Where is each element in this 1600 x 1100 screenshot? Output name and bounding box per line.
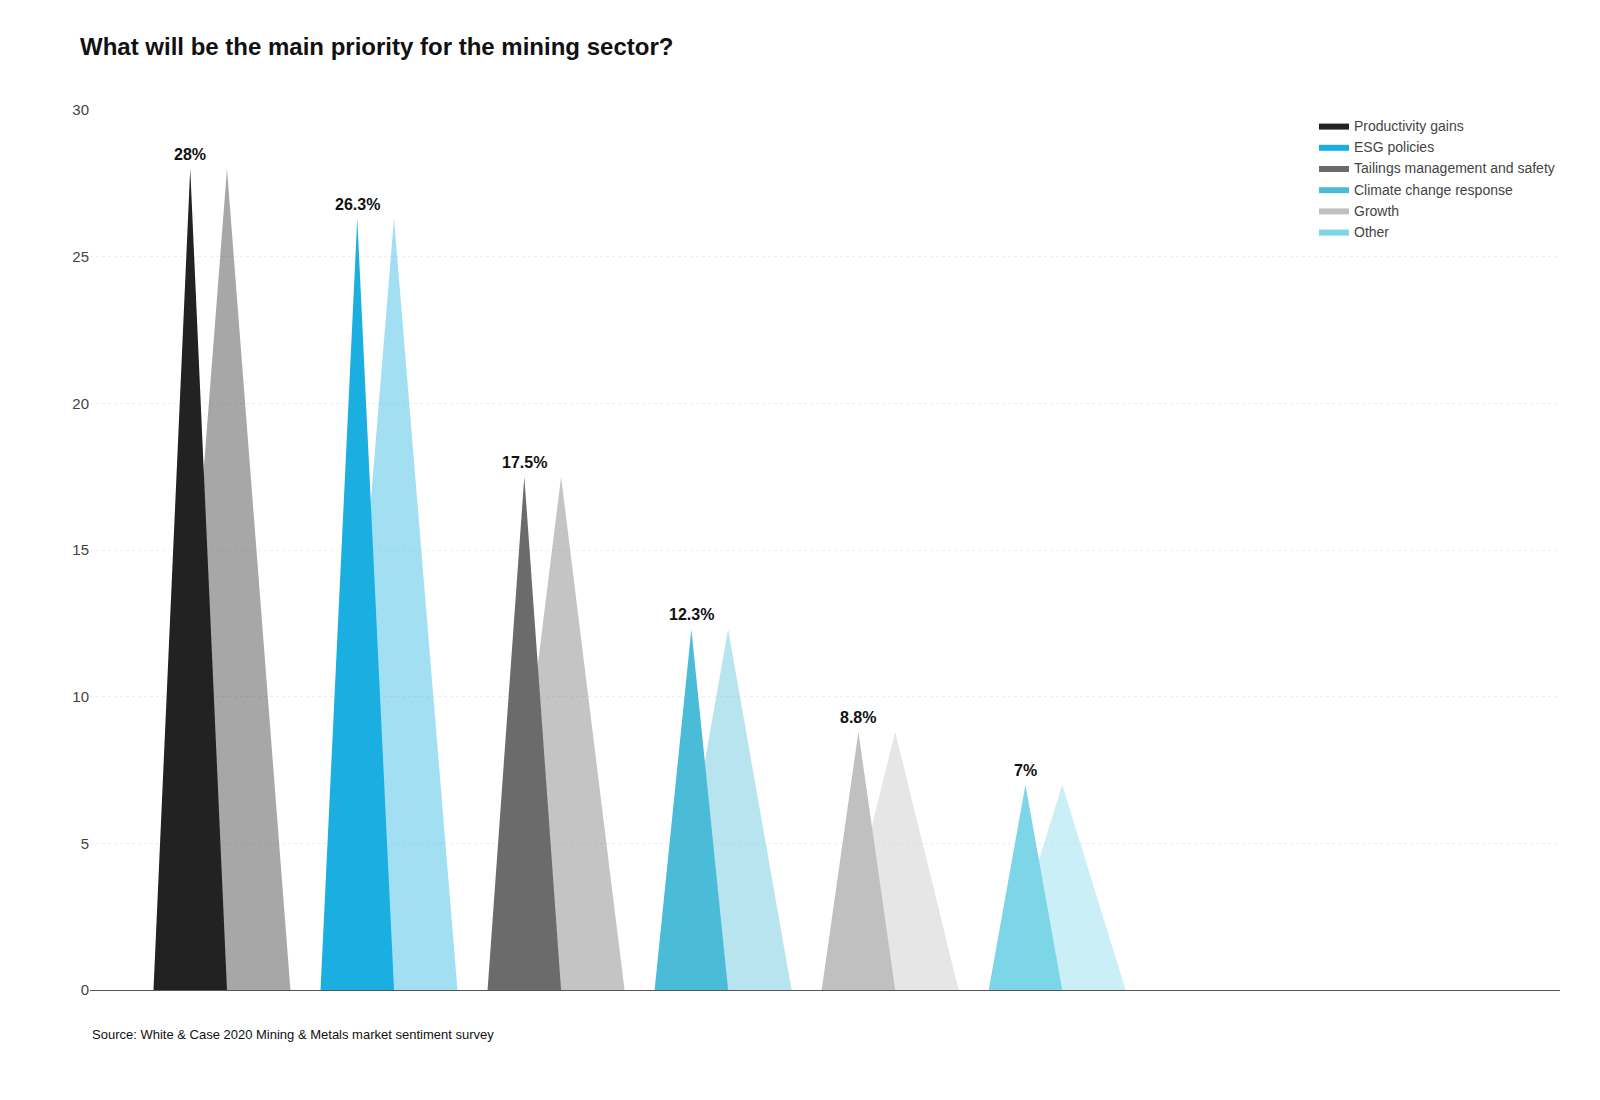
svg-text:30: 30 xyxy=(72,101,89,118)
svg-text:17.5%: 17.5% xyxy=(502,454,547,471)
svg-text:5: 5 xyxy=(81,835,89,852)
svg-text:Tailings management and safety: Tailings management and safety xyxy=(1354,160,1555,176)
svg-text:Source: White & Case 2020 Mini: Source: White & Case 2020 Mining & Metal… xyxy=(92,1027,494,1042)
svg-text:0: 0 xyxy=(81,981,89,998)
svg-text:25: 25 xyxy=(72,248,89,265)
svg-text:12.3%: 12.3% xyxy=(669,606,714,623)
svg-text:15: 15 xyxy=(72,541,89,558)
svg-text:ESG policies: ESG policies xyxy=(1354,139,1434,155)
svg-text:20: 20 xyxy=(72,395,89,412)
svg-text:8.8%: 8.8% xyxy=(840,709,876,726)
svg-text:Climate change response: Climate change response xyxy=(1354,182,1513,198)
svg-text:Growth: Growth xyxy=(1354,203,1399,219)
svg-text:26.3%: 26.3% xyxy=(335,196,380,213)
svg-text:28%: 28% xyxy=(174,146,206,163)
svg-text:10: 10 xyxy=(72,688,89,705)
svg-text:7%: 7% xyxy=(1014,762,1037,779)
svg-text:What will be the main priority: What will be the main priority for the m… xyxy=(80,33,673,60)
svg-text:Other: Other xyxy=(1354,224,1389,240)
svg-text:Productivity gains: Productivity gains xyxy=(1354,118,1464,134)
